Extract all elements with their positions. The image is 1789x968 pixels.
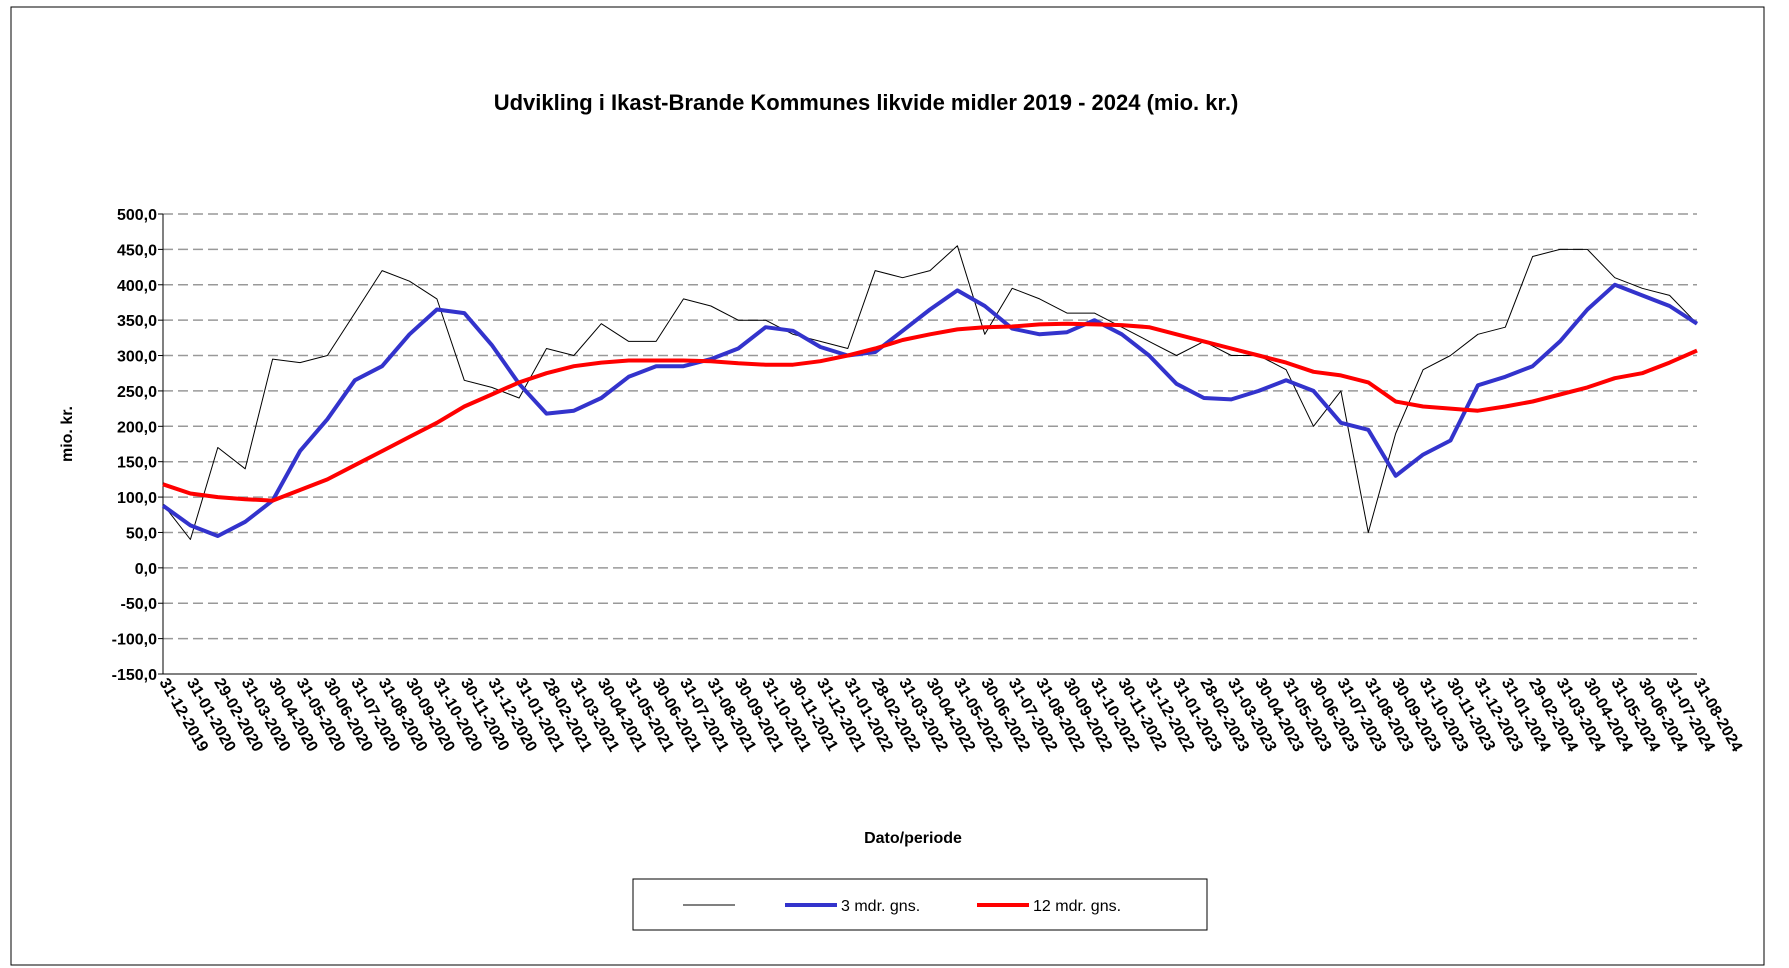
y-tick-label: -50,0 bbox=[121, 596, 158, 613]
y-tick-label: 150,0 bbox=[117, 455, 157, 472]
y-tick-label: 400,0 bbox=[117, 278, 157, 295]
y-tick-label: 200,0 bbox=[117, 419, 157, 436]
y-tick-label: 50,0 bbox=[126, 525, 157, 542]
y-tick-label: -100,0 bbox=[112, 632, 157, 649]
y-tick-label: 250,0 bbox=[117, 384, 157, 401]
legend-label: 12 mdr. gns. bbox=[1033, 898, 1121, 915]
x-axis-title: Dato/periode bbox=[864, 830, 962, 847]
y-tick-label: 100,0 bbox=[117, 490, 157, 507]
y-tick-label: 450,0 bbox=[117, 242, 157, 259]
y-tick-label: 300,0 bbox=[117, 349, 157, 366]
y-tick-label: 0,0 bbox=[135, 561, 157, 578]
y-tick-label: -150,0 bbox=[112, 667, 157, 684]
series-line bbox=[162, 245, 1698, 540]
chart-border bbox=[10, 6, 1765, 966]
y-axis-title: mio. kr. bbox=[59, 406, 76, 462]
series-line bbox=[161, 282, 1699, 538]
y-tick-label: 500,0 bbox=[117, 207, 157, 224]
legend-label: 3 mdr. gns. bbox=[841, 898, 920, 915]
series-line bbox=[162, 321, 1698, 503]
y-tick-label: 350,0 bbox=[117, 313, 157, 330]
chart-title: Udvikling i Ikast-Brande Kommunes likvid… bbox=[494, 90, 1239, 115]
